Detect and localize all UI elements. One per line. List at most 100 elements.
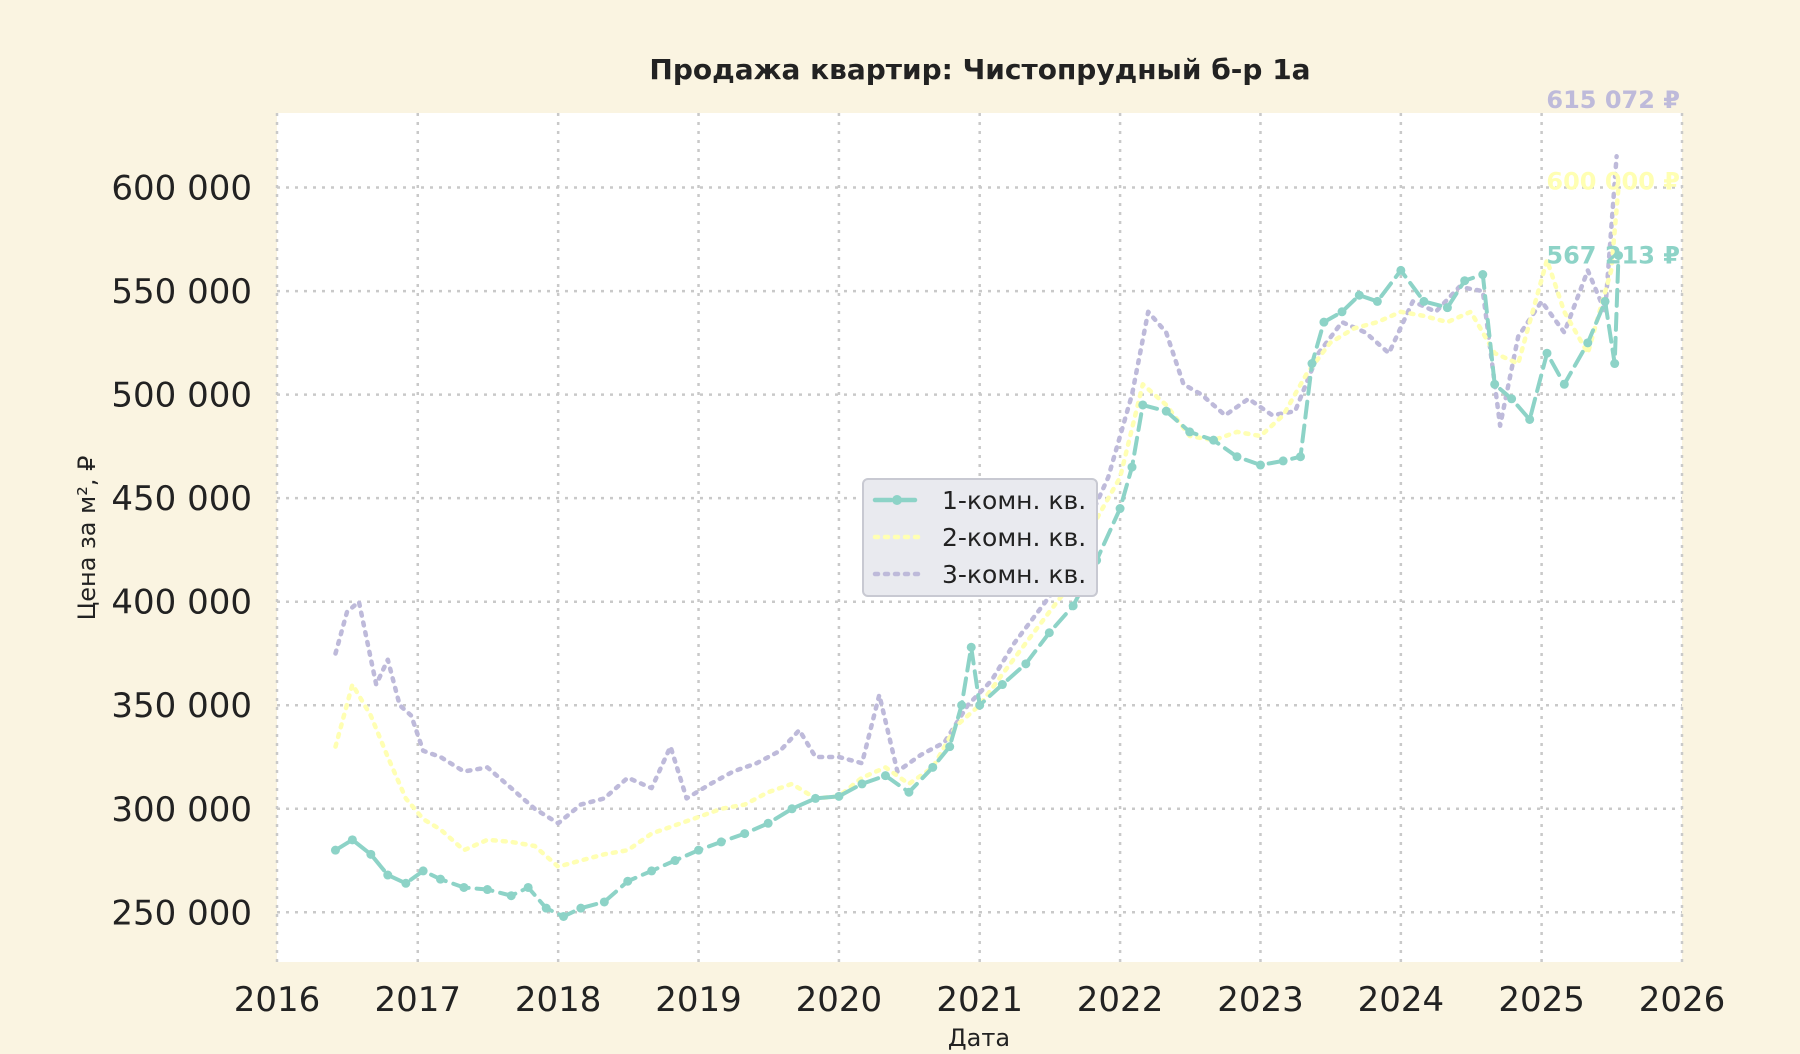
x-tick-label: 2023 — [1217, 980, 1304, 1020]
data-point — [1396, 265, 1406, 275]
data-point — [1442, 303, 1452, 313]
data-point — [975, 700, 985, 710]
data-point — [880, 771, 890, 781]
data-point — [541, 903, 551, 913]
data-point — [623, 876, 633, 886]
y-tick-label: 450 000 — [111, 479, 252, 519]
data-point — [1507, 394, 1517, 404]
data-point — [716, 837, 726, 847]
legend[interactable]: 1-комн. кв. 2-комн. кв. 3-комн. кв. — [862, 478, 1098, 597]
data-point — [459, 882, 469, 892]
data-point — [1583, 338, 1593, 348]
data-point — [1372, 296, 1382, 306]
data-point — [1161, 406, 1171, 416]
data-point — [1138, 400, 1148, 410]
data-point — [1209, 435, 1219, 445]
data-point — [482, 885, 492, 895]
series-group — [333, 185, 1621, 869]
legend-label: 1-комн. кв. — [942, 486, 1086, 515]
y-tick-label: 350 000 — [111, 686, 252, 726]
data-point — [1295, 452, 1305, 462]
data-point — [1127, 462, 1137, 472]
data-point — [1337, 307, 1347, 317]
x-axis-label: Дата — [948, 1024, 1010, 1050]
data-point — [1307, 359, 1317, 369]
data-point — [647, 866, 657, 876]
data-point — [1068, 601, 1078, 611]
data-point — [966, 642, 976, 652]
end-value-label: 615 072 ₽ — [1546, 86, 1680, 114]
series-line — [333, 154, 1619, 826]
legend-label: 2-комн. кв. — [942, 523, 1086, 552]
legend-item[interactable]: 2-комн. кв. — [872, 523, 1086, 552]
data-point — [401, 878, 411, 888]
data-point — [435, 874, 445, 884]
data-point — [694, 845, 704, 855]
data-point — [670, 856, 680, 866]
series-line — [333, 185, 1621, 869]
series-group — [330, 250, 1624, 921]
data-point — [1354, 290, 1364, 300]
data-point — [763, 818, 773, 828]
data-point — [1614, 250, 1624, 260]
data-point — [1490, 379, 1500, 389]
y-axis-label: Цена за м², ₽ — [73, 456, 101, 621]
data-point — [957, 700, 967, 710]
chart-title: Продажа квартир: Чистопрудный б-р 1а — [649, 53, 1310, 86]
data-point — [1185, 427, 1195, 437]
y-tick-label: 500 000 — [111, 376, 252, 416]
data-point — [383, 870, 393, 880]
series-lines — [330, 154, 1624, 921]
x-tick-label: 2020 — [796, 980, 883, 1020]
x-tick-label: 2018 — [515, 980, 602, 1020]
end-value-label: 567 213 ₽ — [1546, 241, 1680, 269]
data-point — [904, 787, 914, 797]
data-point — [1460, 276, 1470, 286]
x-tick-label: 2026 — [1639, 980, 1726, 1020]
data-point — [928, 762, 938, 772]
data-point — [997, 680, 1007, 690]
data-point — [810, 793, 820, 803]
data-point — [787, 804, 797, 814]
data-point — [576, 903, 586, 913]
x-tick-label: 2024 — [1358, 980, 1445, 1020]
y-tick-label: 550 000 — [111, 272, 252, 312]
data-point — [330, 845, 340, 855]
data-point — [740, 829, 750, 839]
end-labels: 615 072 ₽ 600 000 ₽ 567 213 ₽ — [1546, 86, 1680, 269]
data-point — [1115, 504, 1125, 514]
legend-label: 3-комн. кв. — [942, 560, 1086, 589]
data-point — [347, 835, 357, 845]
x-tick-label: 2021 — [936, 980, 1023, 1020]
data-point — [1478, 270, 1488, 280]
data-point — [857, 779, 867, 789]
legend-marker — [892, 495, 902, 505]
legend-item[interactable]: 3-комн. кв. — [872, 560, 1086, 589]
series-group — [333, 154, 1619, 826]
data-point — [1021, 659, 1031, 669]
y-tick-label: 300 000 — [111, 790, 252, 830]
data-point — [1542, 348, 1552, 358]
data-point — [945, 742, 955, 752]
y-tick-label: 600 000 — [111, 169, 252, 209]
data-point — [1559, 379, 1569, 389]
x-tick-label: 2022 — [1077, 980, 1164, 1020]
data-point — [1319, 317, 1329, 327]
data-point — [506, 891, 516, 901]
data-point — [1255, 460, 1265, 470]
data-point — [834, 791, 844, 801]
legend-item[interactable]: 1-комн. кв. — [872, 486, 1086, 515]
data-point — [1610, 359, 1620, 369]
end-value-label: 600 000 ₽ — [1546, 168, 1680, 196]
data-point — [1232, 452, 1242, 462]
y-tick-label: 250 000 — [111, 893, 252, 933]
x-tick-label: 2025 — [1498, 980, 1585, 1020]
data-point — [1419, 296, 1429, 306]
data-point — [523, 882, 533, 892]
legend-box — [862, 478, 1098, 597]
data-point — [1044, 628, 1054, 638]
x-tick-label: 2016 — [234, 980, 321, 1020]
tick-labels: 2016 2017 2018 2019 2020 2021 2022 2023 2024 2025… — [111, 169, 1725, 1020]
x-tick-label: 2019 — [655, 980, 742, 1020]
